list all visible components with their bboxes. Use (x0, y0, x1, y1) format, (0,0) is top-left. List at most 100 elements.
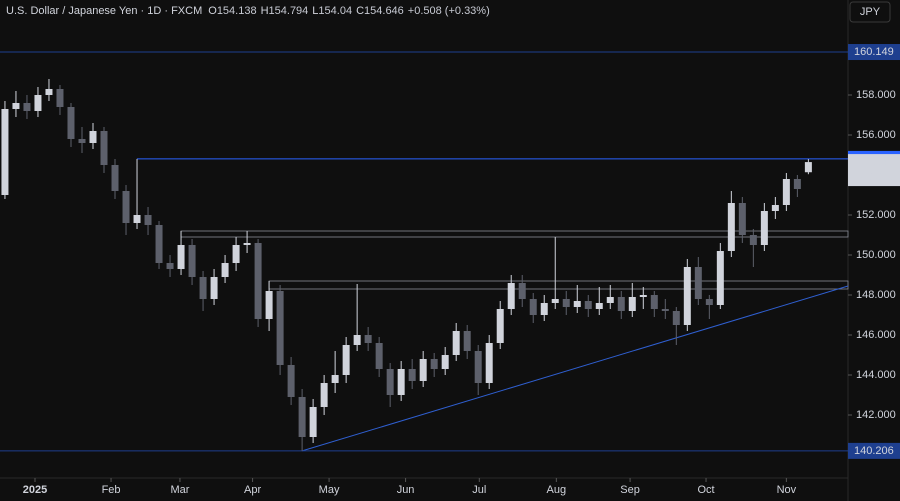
candle-body (100, 131, 108, 165)
candle-body (353, 335, 361, 345)
currency-button[interactable] (849, 1, 891, 23)
level-label: 140.206 (854, 445, 894, 457)
candle-body (45, 89, 53, 95)
candle-body (595, 303, 603, 309)
trendline (301, 285, 849, 452)
y-tick-label: 158.000 (856, 89, 896, 101)
candle-body (529, 299, 537, 315)
candle-body (232, 245, 240, 263)
candle-body (694, 267, 702, 299)
candle-body (210, 277, 218, 299)
candle-body (320, 383, 328, 407)
candle-body (155, 225, 163, 263)
current-price: 154.646 (854, 156, 894, 168)
ohlc-key: L (312, 5, 318, 17)
ohlc-key: O (208, 5, 217, 17)
y-tick-label: 152.000 (856, 209, 896, 221)
candle-body (287, 365, 295, 397)
x-tick-label: Nov (777, 484, 797, 496)
candle-body (727, 203, 735, 251)
candle-body (716, 251, 724, 305)
candle-body (782, 179, 790, 205)
candle-body (67, 107, 75, 139)
candle-body (584, 301, 592, 309)
candle-body (276, 291, 284, 365)
candle-body (188, 245, 196, 277)
ohlc-value: 154.138 (217, 5, 257, 17)
candle-body (166, 263, 174, 269)
candle-body (705, 299, 713, 305)
candle-body (474, 351, 482, 383)
y-tick-label: 144.000 (856, 369, 896, 381)
candle-body (540, 303, 548, 315)
candle-body (749, 235, 757, 245)
candle-body (1, 109, 9, 195)
candle-body (441, 355, 449, 369)
candle-body (309, 407, 317, 437)
level-label: 160.149 (854, 46, 894, 58)
y-tick-label: 148.000 (856, 289, 896, 301)
price-box (848, 154, 900, 187)
y-tick-label: 156.000 (856, 129, 896, 141)
x-tick-label: Jul (472, 484, 486, 496)
candle-body (463, 331, 471, 351)
candle-body (375, 343, 383, 369)
y-tick-label: 150.000 (856, 249, 896, 261)
candle-body (12, 103, 20, 109)
candle-body (496, 309, 504, 343)
candle-body (254, 243, 262, 319)
y-tick-label: 146.000 (856, 329, 896, 341)
candle-body (573, 301, 581, 307)
candle-body (518, 283, 526, 299)
candle-body (23, 103, 31, 111)
candle-body (386, 369, 394, 395)
x-tick-label: Mar (170, 484, 189, 496)
countdown: 14:19:01 (854, 171, 897, 183)
candle-body (452, 331, 460, 355)
header: U.S. Dollar / Japanese Yen · 1D · FXCM O1… (6, 5, 490, 17)
candle-body (628, 297, 636, 311)
x-tick-label: Apr (244, 484, 261, 496)
candle-body (760, 211, 768, 245)
candle-body (661, 309, 669, 311)
y-tick-label: 142.000 (856, 409, 896, 421)
symbol-title: U.S. Dollar / Japanese Yen · 1D · FXCM (6, 5, 202, 17)
candle-body (639, 295, 647, 297)
candle-body (111, 165, 119, 191)
x-tick-label: May (319, 484, 340, 496)
candle-body (342, 345, 350, 375)
x-tick-label: Oct (697, 484, 714, 496)
candle-body (650, 295, 658, 309)
candle-body (34, 95, 42, 111)
candle-body (551, 299, 559, 303)
candle-body (507, 283, 515, 309)
candle-body (56, 89, 64, 107)
candle-body (419, 359, 427, 381)
candle-body (265, 291, 273, 319)
candle-body (397, 369, 405, 395)
x-tick-label: 2025 (23, 484, 47, 496)
currency-label: JPY (860, 6, 881, 18)
ohlc-value: 154.04 (318, 5, 352, 17)
level-box (848, 44, 900, 61)
ohlc-key: C (356, 5, 364, 17)
candle-body (683, 267, 691, 325)
candle-body (672, 311, 680, 325)
x-tick-label: Sep (620, 484, 640, 496)
ohlc-key: H (261, 5, 269, 17)
candle-body (243, 243, 251, 245)
candle-body (144, 215, 152, 225)
ohlc-value: 154.794 (269, 5, 309, 17)
x-tick-label: Aug (547, 484, 567, 496)
x-tick-label: Feb (102, 484, 121, 496)
ohlc-value: 154.646 (364, 5, 404, 17)
candle-body (738, 203, 746, 235)
level-box (848, 442, 900, 459)
candle-body (221, 263, 229, 277)
candle-body (804, 162, 812, 173)
candle-body (793, 179, 801, 189)
candle-body (562, 299, 570, 307)
